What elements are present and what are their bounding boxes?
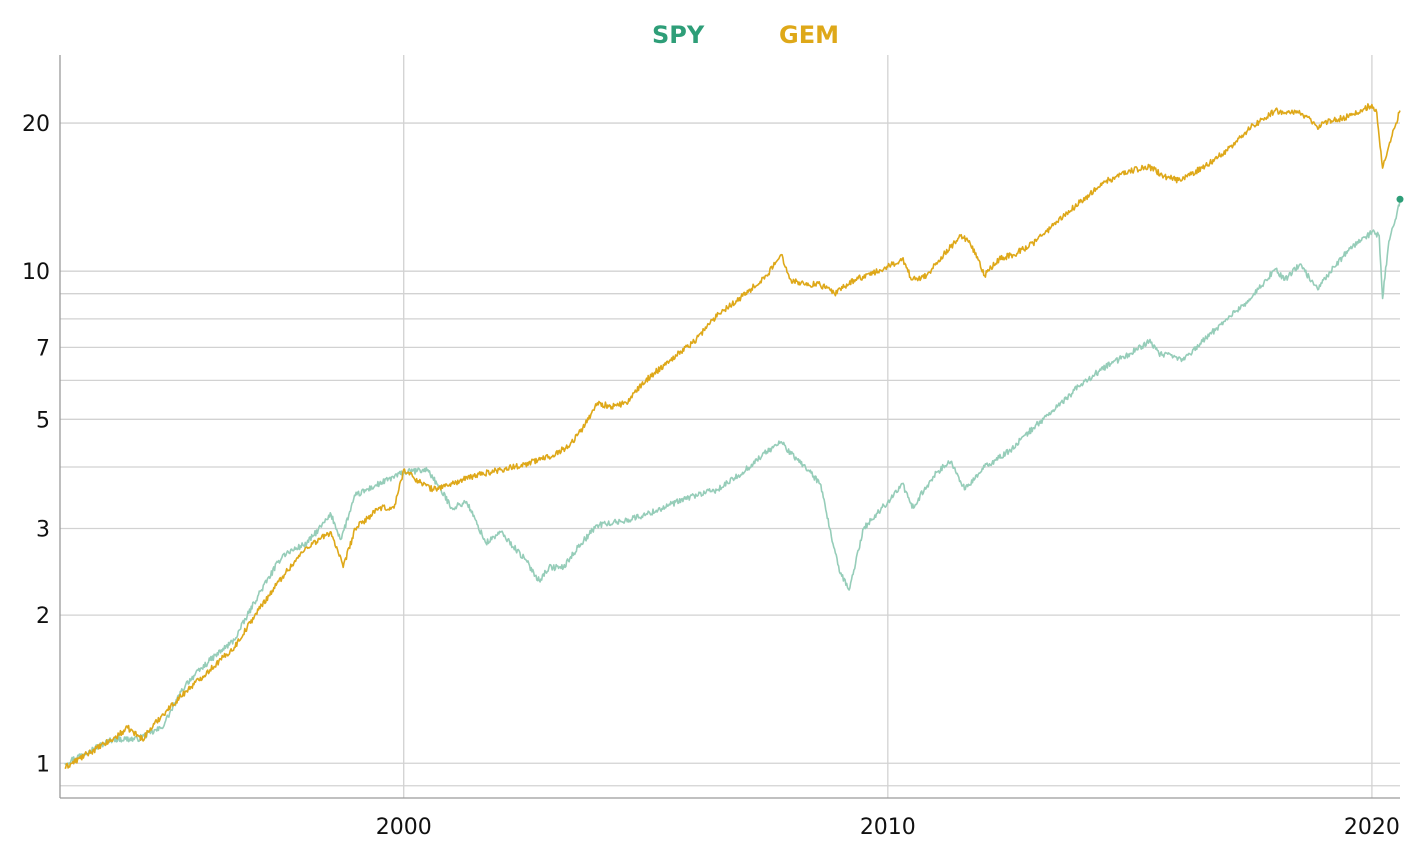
series-line-gem: [64, 103, 1401, 769]
x-axis-tick-labels: 2000 2010 2020: [376, 815, 1400, 840]
y-tick-label: 20: [22, 112, 50, 137]
y-tick-label: 10: [22, 260, 50, 285]
x-tick-label: 2010: [860, 815, 916, 840]
x-tick-label: 2020: [1344, 815, 1400, 840]
axes: [59, 55, 1400, 799]
series-line-spy: [64, 199, 1401, 766]
x-tick-label: 2000: [376, 815, 432, 840]
legend: SPY GEM: [652, 21, 839, 49]
y-tick-label: 3: [36, 517, 50, 542]
series-layer: [64, 103, 1404, 769]
y-tick-label: 2: [36, 604, 50, 629]
vertical-gridlines: [403, 55, 1373, 798]
horizontal-gridlines: [60, 122, 1400, 787]
series-end-point-spy: [1396, 195, 1404, 203]
legend-item-spy: SPY: [652, 21, 705, 49]
legend-item-gem: GEM: [779, 21, 839, 49]
y-tick-label: 1: [36, 752, 50, 777]
y-axis-tick-labels: 1 2 3 5 7 10 20: [22, 112, 50, 777]
y-tick-label: 5: [36, 408, 50, 433]
y-tick-label: 7: [36, 336, 50, 361]
